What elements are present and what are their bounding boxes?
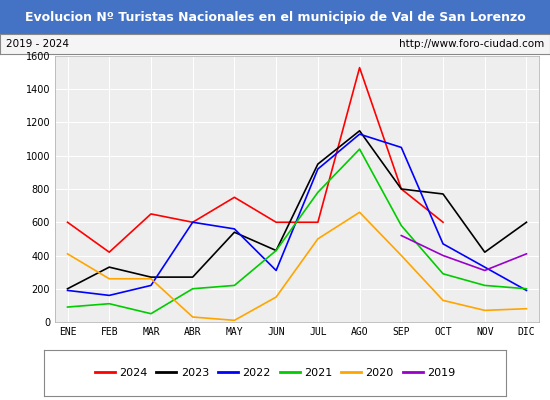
Text: http://www.foro-ciudad.com: http://www.foro-ciudad.com bbox=[399, 39, 544, 49]
Legend: 2024, 2023, 2022, 2021, 2020, 2019: 2024, 2023, 2022, 2021, 2020, 2019 bbox=[90, 364, 460, 382]
Text: 2019 - 2024: 2019 - 2024 bbox=[6, 39, 69, 49]
Text: Evolucion Nº Turistas Nacionales en el municipio de Val de San Lorenzo: Evolucion Nº Turistas Nacionales en el m… bbox=[25, 10, 525, 24]
